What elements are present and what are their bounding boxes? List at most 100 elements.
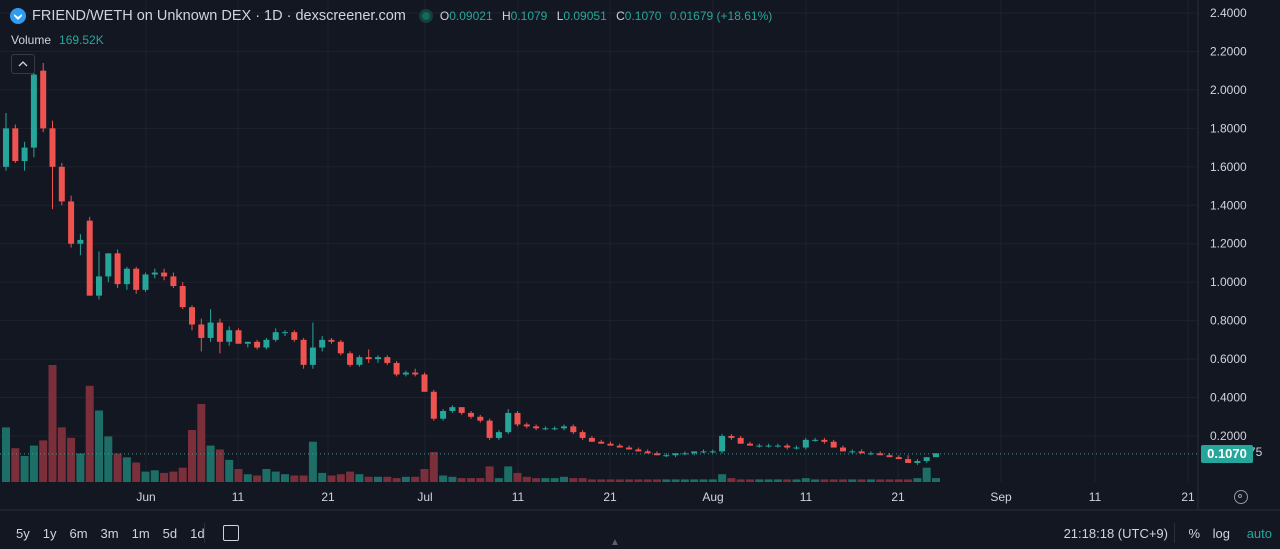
candle-body xyxy=(914,460,921,463)
time-axis-label: 21 xyxy=(321,490,335,504)
volume-bar xyxy=(578,478,587,482)
volume-bar xyxy=(476,478,485,482)
candle-body xyxy=(356,357,363,365)
chart-settings-gear-icon[interactable] xyxy=(1234,490,1248,504)
price-axis-label: 1.0000 xyxy=(1210,275,1247,289)
price-axis-label: 1.8000 xyxy=(1210,121,1247,135)
volume-bar xyxy=(643,479,652,482)
candle-body xyxy=(244,341,251,344)
price-axis-label: 2.4000 xyxy=(1210,6,1247,20)
candle-body xyxy=(114,253,121,285)
candle-body xyxy=(663,455,670,457)
calendar-goto-date-icon[interactable] xyxy=(222,525,239,541)
candle-body xyxy=(421,374,428,392)
high-value: 0.1079 xyxy=(510,9,548,23)
volume-bar xyxy=(48,365,57,482)
volume-bar xyxy=(885,479,894,482)
time-axis-label: 21 xyxy=(891,490,905,504)
volume-bar xyxy=(262,469,271,482)
volume-bar xyxy=(541,478,550,482)
volume-bar xyxy=(690,479,699,482)
candle-body xyxy=(347,353,354,365)
candle-body xyxy=(840,447,846,452)
candle-body xyxy=(328,339,335,342)
price-axis-label: 2.2000 xyxy=(1210,44,1247,58)
volume-bar xyxy=(746,479,754,482)
time-axis-label: 11 xyxy=(800,490,813,504)
auto-scale-toggle[interactable]: auto xyxy=(1246,526,1272,541)
volume-bar xyxy=(597,479,606,482)
candle-body xyxy=(886,455,893,458)
volume-bar xyxy=(560,476,568,482)
candle-body xyxy=(551,428,558,430)
volume-bar xyxy=(606,479,615,482)
candle-body xyxy=(598,441,605,444)
timeframe-1m-button[interactable]: 1m xyxy=(131,525,150,541)
volume-bar xyxy=(411,476,420,482)
time-axis-label: Aug xyxy=(702,490,723,504)
volume-bar xyxy=(104,436,113,482)
time-axis-label: 21 xyxy=(1181,490,1195,504)
percent-scale-toggle[interactable]: % xyxy=(1188,526,1200,541)
volume-bar xyxy=(318,472,327,482)
candle-body xyxy=(161,272,168,277)
timeframe-5d-button[interactable]: 5d xyxy=(162,525,178,541)
volume-bar xyxy=(792,479,801,482)
time-axis-label: 21 xyxy=(603,490,617,504)
candle-body xyxy=(170,276,177,287)
candle-body xyxy=(189,307,195,325)
volume-bar xyxy=(197,404,206,482)
candle-body xyxy=(895,457,902,460)
volume-bar xyxy=(801,478,810,482)
candle-body xyxy=(282,332,288,334)
price-axis-label: 0.6000 xyxy=(1210,352,1247,366)
candle-body xyxy=(737,437,744,444)
volume-bar xyxy=(736,479,745,482)
volume-bar xyxy=(932,478,940,482)
current-price-label: 0.1070 xyxy=(1201,444,1253,463)
volume-bar xyxy=(429,452,438,482)
candle-body xyxy=(858,451,865,454)
clock-readout[interactable]: 21:18:18 (UTC+9) xyxy=(1063,526,1168,541)
candle-body xyxy=(719,436,726,452)
volume-bar xyxy=(494,478,503,482)
candle-body xyxy=(867,453,874,455)
bottom-toolbar: 5y 1y 6m 3m 1m 5d 1d 21:18:18 (UTC+9) % log au… xyxy=(0,517,1280,549)
timeframe-5y-button[interactable]: 5y xyxy=(16,525,30,541)
candle-body xyxy=(179,286,186,308)
change-value: 0.01679 (+18.61%) xyxy=(669,9,773,23)
timeframe-selector: 5y 1y 6m 3m 1m 5d 1d xyxy=(16,526,205,541)
timeframe-3m-button[interactable]: 3m xyxy=(100,525,119,541)
candle-body xyxy=(133,268,140,290)
time-axis-label: 11 xyxy=(1089,490,1102,504)
timeframe-1y-button[interactable]: 1y xyxy=(42,525,57,541)
log-scale-toggle[interactable]: log xyxy=(1212,526,1230,541)
volume-bar xyxy=(150,470,159,482)
price-axis-label: 2.0000 xyxy=(1210,83,1247,97)
volume-bar xyxy=(299,475,308,482)
low-value: 0.09051 xyxy=(563,9,607,23)
timeframe-6m-button[interactable]: 6m xyxy=(69,525,88,541)
volume-bar xyxy=(364,476,373,482)
candle-body xyxy=(430,391,437,419)
volume-bar xyxy=(11,448,20,482)
volume-bar xyxy=(346,471,355,482)
pair-title[interactable]: FRIEND/WETH on Unknown DEX · 1D · dexscr… xyxy=(32,8,406,24)
volume-bar xyxy=(57,427,66,482)
chevron-up-icon xyxy=(18,61,28,67)
volume-value: 169.52K xyxy=(59,33,104,47)
candle-body xyxy=(216,322,223,342)
price-axis-label: 1.4000 xyxy=(1210,198,1247,212)
collapse-legend-button[interactable] xyxy=(11,54,35,74)
candle-body xyxy=(86,220,93,296)
volume-bar xyxy=(253,475,262,482)
volume-bar xyxy=(420,469,429,482)
volume-bar xyxy=(820,479,829,482)
candle-body xyxy=(393,362,400,375)
candle-body xyxy=(3,128,9,167)
timeframe-1d-button[interactable]: 1d xyxy=(190,525,205,541)
volume-bar xyxy=(29,445,38,482)
candle-body xyxy=(207,322,214,338)
expand-panel-caret-icon[interactable]: ▲ xyxy=(610,537,620,548)
